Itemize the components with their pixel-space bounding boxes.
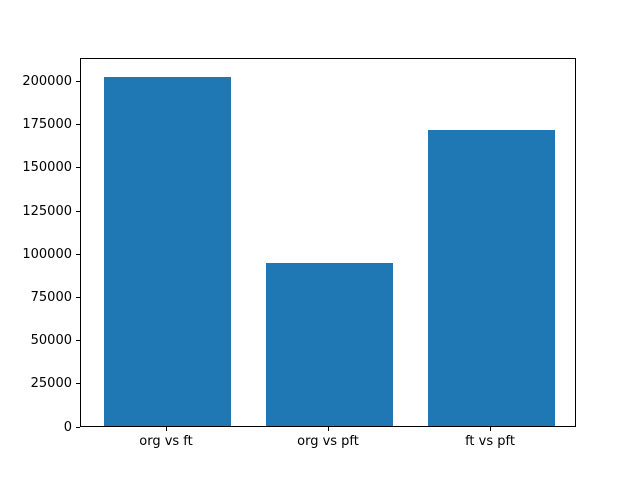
x-tick-mark bbox=[327, 427, 329, 431]
x-tick-mark bbox=[165, 427, 167, 431]
bar-ft-vs-pft bbox=[427, 129, 555, 426]
y-tick-mark bbox=[76, 167, 80, 169]
y-tick-mark bbox=[76, 253, 80, 255]
y-tick-mark bbox=[76, 124, 80, 126]
bar-org-vs-ft bbox=[103, 76, 231, 426]
y-tick-label: 125000 bbox=[22, 203, 72, 219]
y-tick-label: 200000 bbox=[22, 74, 72, 90]
y-tick-mark bbox=[76, 383, 80, 385]
y-tick-mark bbox=[76, 296, 80, 298]
x-tick-label: ft vs pft bbox=[465, 434, 515, 449]
x-tick-label: org vs pft bbox=[297, 434, 359, 449]
y-tick-mark bbox=[76, 340, 80, 342]
y-tick-label: 175000 bbox=[22, 117, 72, 133]
x-tick-label: org vs ft bbox=[139, 434, 193, 449]
plot-area bbox=[80, 58, 576, 427]
y-tick-label: 0 bbox=[63, 419, 72, 435]
x-tick-mark bbox=[489, 427, 491, 431]
y-tick-mark bbox=[76, 426, 80, 428]
y-tick-mark bbox=[76, 81, 80, 83]
y-tick-mark bbox=[76, 210, 80, 212]
y-tick-label: 75000 bbox=[30, 289, 72, 305]
bar-org-vs-pft bbox=[265, 262, 393, 426]
y-tick-label: 150000 bbox=[22, 160, 72, 176]
y-tick-label: 100000 bbox=[22, 246, 72, 262]
y-tick-label: 50000 bbox=[30, 333, 72, 349]
y-tick-label: 25000 bbox=[30, 376, 72, 392]
